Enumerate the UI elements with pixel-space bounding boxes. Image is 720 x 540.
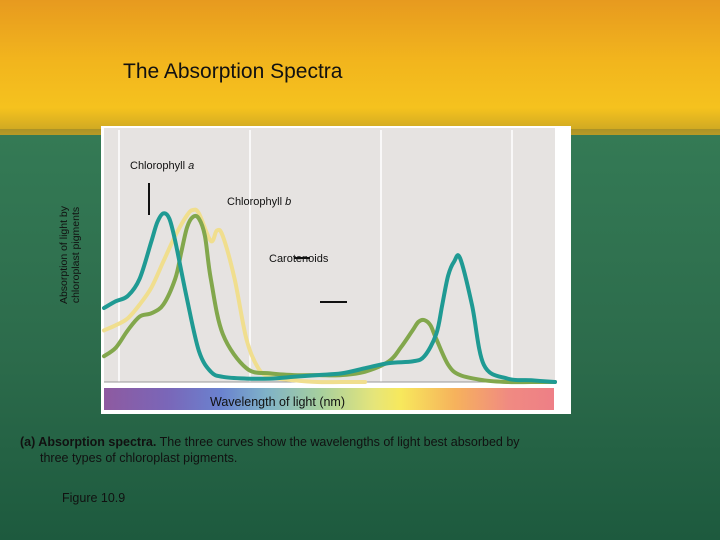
- caption-line1: The three curves show the wavelengths of…: [159, 435, 520, 449]
- legend-chlorophyll-b-text: Chlorophyll: [227, 196, 286, 208]
- visible-spectrum-bar: [104, 388, 554, 410]
- slide-title: The Absorption Spectra: [123, 60, 343, 83]
- legend-chlorophyll-a-italic: a: [188, 160, 195, 172]
- series-line-chlorophyll-a: [102, 211, 557, 384]
- legend-chlorophyll-b: Chlorophyll b: [227, 196, 291, 208]
- series-line-carotenoids: [102, 207, 368, 385]
- y-axis-label: Absorption of light by chloroplast pigme…: [58, 190, 82, 320]
- legend-chlorophyll-a: Chlorophyll a: [130, 160, 194, 172]
- figure-number: Figure 10.9: [62, 491, 126, 505]
- legend-carotenoids-text: Carotenoids: [269, 253, 329, 265]
- caption-bold: (a) Absorption spectra.: [20, 435, 157, 449]
- figure-caption: (a) Absorption spectra. The three curves…: [20, 434, 620, 466]
- caption-line2: three types of chloroplast pigments.: [40, 451, 238, 465]
- y-axis-label-line1: Absorption of light by: [58, 205, 70, 305]
- y-axis-label-line2: chloroplast pigments: [70, 206, 82, 304]
- legend-chlorophyll-a-text: Chlorophyll: [130, 160, 189, 172]
- x-axis-label: Wavelength of light (nm): [210, 395, 346, 409]
- curves-group: [102, 207, 557, 385]
- legend-chlorophyll-b-italic: b: [285, 196, 292, 208]
- legend-carotenoids: Carotenoids: [269, 253, 328, 265]
